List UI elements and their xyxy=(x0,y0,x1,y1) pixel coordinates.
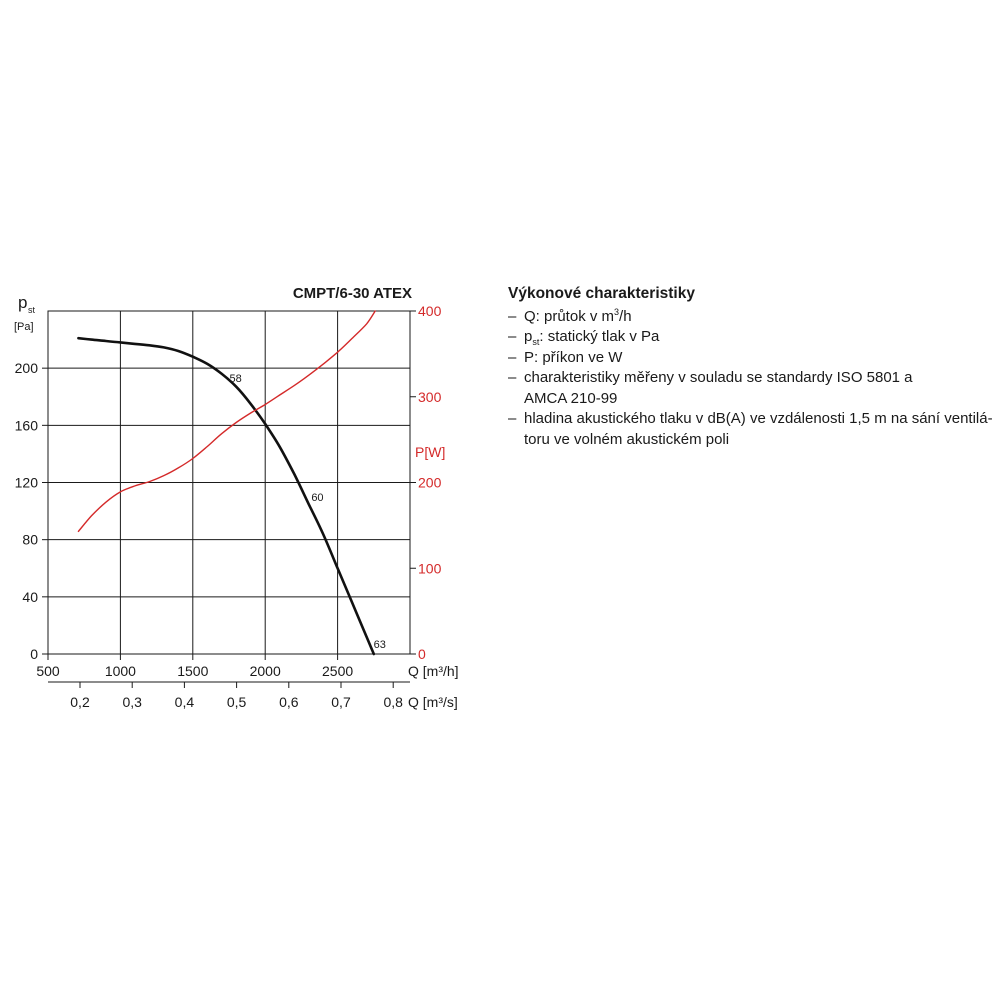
y-left-tick-label: 40 xyxy=(22,589,38,605)
item1-text-end: /h xyxy=(619,307,632,325)
description-item-pressure: pst: statický tlak v Pa xyxy=(508,327,998,348)
description-item-standards: charakteristiky měřeny v souladu se stan… xyxy=(508,368,998,409)
x-tick-label: 1000 xyxy=(105,663,136,679)
x-tick-label: 1500 xyxy=(177,663,208,679)
description-list: Q: průtok v m3/h pst: statický tlak v Pa… xyxy=(508,307,998,451)
description-item-power: P: příkon ve W xyxy=(508,348,998,369)
x2-axis-label: Q [m³/s] xyxy=(408,694,458,710)
description-heading: Výkonové charakteristiky xyxy=(508,285,695,302)
y-left-tick-label: 0 xyxy=(30,646,38,662)
x-tick-label: 2000 xyxy=(250,663,281,679)
x-tick-label: 500 xyxy=(36,663,60,679)
description-item-flow: Q: průtok v m3/h xyxy=(508,307,998,328)
item1-text: Q: průtok v m xyxy=(524,307,615,325)
y-right-tick-label: 400 xyxy=(418,303,442,319)
item2-text-end: : statický tlak v Pa xyxy=(539,328,660,345)
description-item-acoustics: hladina akustického tlaku v dB(A) ve vzd… xyxy=(508,409,998,450)
item2-text: p xyxy=(524,328,533,345)
y-left-tick-label: 80 xyxy=(22,532,38,548)
curve-annotation: 60 xyxy=(311,492,323,504)
chart-labels: CMPT/6-30 ATEX 58 60 63 xyxy=(230,285,412,651)
y-left-tick-label: 200 xyxy=(15,360,39,376)
x2-tick-label: 0,5 xyxy=(227,694,247,710)
power-curve xyxy=(77,310,376,533)
x2-tick-label: 0,7 xyxy=(331,694,351,710)
chart-grid xyxy=(47,310,411,655)
x2-tick-label: 0,6 xyxy=(279,694,299,710)
y-right-tick-label: 200 xyxy=(418,475,442,491)
y-right-tick-label: 0 xyxy=(418,646,426,662)
y-right-axis-label: P[W] xyxy=(415,444,445,460)
x2-tick-label: 0,3 xyxy=(122,694,142,710)
item5-line2: toru ve volném akustickém poli xyxy=(524,430,730,448)
y-right-tick-label: 300 xyxy=(418,389,442,405)
y-right-tick-label: 100 xyxy=(418,560,442,576)
x2-tick-label: 0,4 xyxy=(175,694,195,710)
fan-performance-chart: 500 1000 1500 2000 2500 Q [m³/h]0,2 0,3 0,4 0,5 0… xyxy=(14,285,459,710)
chart-title: CMPT/6-30 ATEX xyxy=(293,285,412,302)
curve-annotation: 63 xyxy=(374,639,386,651)
chart-series xyxy=(77,310,376,656)
x2-tick-label: 0,8 xyxy=(383,694,403,710)
x-tick-label: 2500 xyxy=(322,663,353,679)
chart-axes: 500 1000 1500 2000 2500 Q [m³/h]0,2 0,3 0,4 0,5 0… xyxy=(14,293,459,710)
item1-superscript: 3 xyxy=(614,306,620,317)
item5-line1: hladina akustického tlaku v dB(A) ve vzd… xyxy=(524,410,993,427)
y-left-axis-symbol: p xyxy=(18,293,27,312)
y-left-tick-label: 160 xyxy=(15,417,39,433)
curve-annotation: 58 xyxy=(230,373,242,385)
item4-line2: AMCA 210-99 xyxy=(524,389,618,407)
pressure-curve xyxy=(77,336,376,656)
y-left-axis-unit: [Pa] xyxy=(14,321,34,333)
y-left-axis-subscript: st xyxy=(28,305,36,315)
performance-description: Výkonové charakteristiky Q: průtok v m3/… xyxy=(508,284,998,450)
x2-tick-label: 0,2 xyxy=(70,694,90,710)
x-axis-label: Q [m³/h] xyxy=(408,663,459,679)
item2-subscript: st xyxy=(532,337,540,347)
y-left-tick-label: 120 xyxy=(15,475,39,491)
item4-line1: charakteristiky měřeny v souladu se stan… xyxy=(524,369,913,386)
